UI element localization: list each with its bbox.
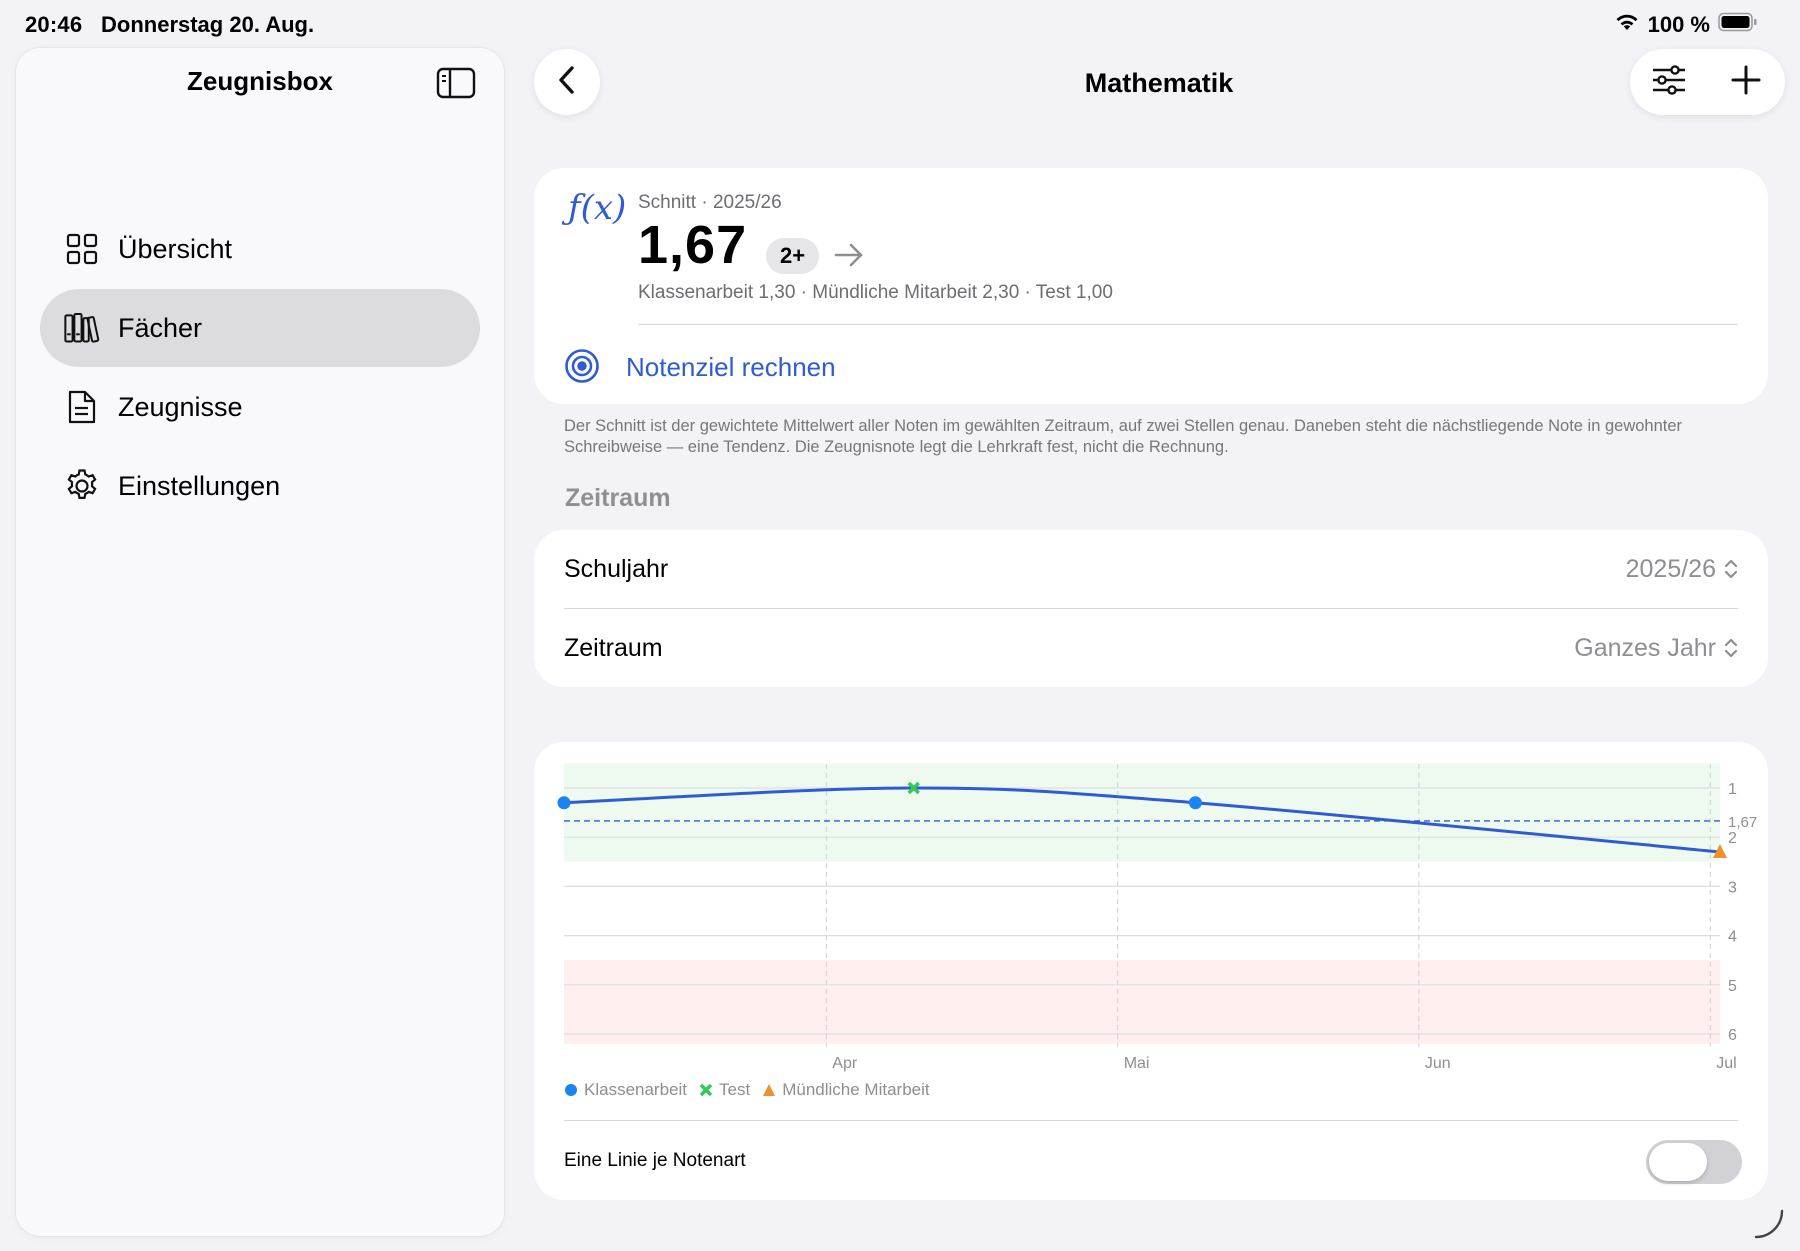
period-row[interactable]: Zeitraum Ganzes Jahr [564,609,1738,687]
sliders-icon [1651,64,1687,101]
battery-icon [1718,12,1758,38]
chevron-up-down-icon [1724,638,1738,658]
poor-grade-band [564,960,1720,1044]
battery-percent: 100 % [1647,12,1710,37]
function-icon: ƒ(x) [568,188,627,228]
add-button[interactable] [1707,49,1784,115]
filter-button[interactable] [1630,49,1707,115]
document-icon [64,389,100,425]
y-tick-label: 2 [1728,830,1737,847]
y-tick-label: 3 [1728,879,1737,896]
good-grade-band [564,763,1720,862]
period-label: Zeitraum [564,633,663,662]
y-tick-label: 1 [1728,781,1737,798]
legend-label: Klassenarbeit [584,1080,688,1099]
average-footnote: Der Schnitt ist der gewichtete Mittelwer… [564,417,1683,456]
toggle-knob [1649,1143,1707,1181]
line-per-type-toggle[interactable] [1646,1140,1742,1184]
average-card: ƒ(x) Schnitt · 2025/26 1,67 2+ Klassenar… [534,168,1768,404]
chevron-up-down-icon [1724,559,1738,579]
toolbar-actions [1630,49,1785,115]
divider [638,324,1738,325]
school-year-label: Schuljahr [564,554,669,583]
legend-item: Mündliche Mitarbeit [762,1080,930,1100]
y-tick-label: 6 [1728,1027,1737,1044]
sidebar-item-label: Zeugnisse [118,391,243,422]
school-year-picker[interactable]: 2025/26 [1626,555,1738,584]
divider [564,608,1738,609]
app-title: Zeugnisbox [187,66,333,96]
sidebar-item-einstellungen[interactable]: Einstellungen [40,447,480,525]
resize-handle-icon[interactable] [1752,1207,1786,1241]
wifi-icon [1614,12,1640,38]
school-year-value: 2025/26 [1625,554,1716,583]
target-grade-link[interactable]: Notenziel rechnen [626,352,836,382]
grade-badge: 2+ [766,238,820,274]
toggle-label: Eine Linie je Notenart [564,1150,746,1171]
period-picker[interactable]: Ganzes Jahr [1574,634,1738,663]
triangle-marker-icon [763,1084,776,1096]
average-label: Schnitt · 2025/26 [638,192,782,213]
data-point [1713,843,1727,858]
gear-icon [64,468,100,504]
period-card: Schuljahr 2025/26 Zeitraum Ganzes Jahr [534,530,1768,687]
legend-label: Test [719,1080,751,1099]
y-tick-label: 4 [1728,929,1737,946]
data-point [557,796,571,810]
page-title: Mathematik [1084,68,1234,98]
average-line-label: 1,67 [1728,814,1757,831]
books-icon [64,310,100,346]
cross-marker-icon [699,1083,713,1097]
period-value: Ganzes Jahr [1574,633,1716,662]
status-bar: 20:46 Donnerstag 20. Aug. 100 % [0,0,1800,48]
legend-item: Klassenarbeit [564,1080,687,1100]
average-breakdown: Klassenarbeit 1,30 · Mündliche Mitarbeit… [638,282,1113,303]
x-tick-label: Mai [1124,1055,1150,1072]
chart-card: 1 2 3 4 5 6 Apr Mai Jun Jul 1,67 Klassenarbeit Tes… [534,742,1768,1200]
status-time: 20:46 [25,12,83,37]
sidebar-item-label: Fächer [118,312,203,343]
sidebar-item-label: Übersicht [118,233,233,264]
circle-marker-icon [565,1084,577,1096]
divider [564,1120,1738,1121]
sidebar: Zeugnisbox Übersicht Fächer Zeugnisse [16,48,504,1236]
section-title-zeitraum: Zeitraum [565,484,671,512]
status-date: Donnerstag 20. Aug. [101,12,315,37]
legend-label: Mündliche Mitarbeit [782,1080,930,1099]
x-tick-label: Apr [832,1055,858,1072]
chevron-left-icon [556,64,578,101]
trend-line [563,786,1721,854]
arrow-right-icon[interactable] [832,238,866,272]
sidebar-item-label: Einstellungen [118,470,281,501]
target-icon[interactable] [564,348,600,384]
chart-legend: Klassenarbeit Test Mündliche Mitarbeit [564,1080,930,1100]
legend-item: Test [699,1080,750,1100]
grid-icon [64,231,100,267]
back-button[interactable] [534,49,600,115]
average-value: 1,67 [638,215,748,275]
sidebar-item-uebersicht[interactable]: Übersicht [40,210,480,288]
sidebar-toggle-icon[interactable] [436,66,476,100]
x-tick-label: Jul [1716,1055,1736,1072]
data-point [1188,796,1202,810]
sidebar-nav: Übersicht Fächer Zeugnisse Einstellungen [40,210,480,526]
plus-icon [1731,65,1761,100]
y-tick-label: 5 [1728,978,1737,995]
sidebar-item-faecher[interactable]: Fächer [40,289,480,367]
data-point [907,781,920,795]
x-tick-label: Jun [1425,1055,1451,1072]
status-indicators: 100 % [1614,12,1758,38]
school-year-row[interactable]: Schuljahr 2025/26 [564,530,1738,608]
grade-trend-chart: 1 2 3 4 5 6 Apr Mai Jun Jul 1,67 [557,763,1757,1072]
sidebar-item-zeugnisse[interactable]: Zeugnisse [40,368,480,446]
